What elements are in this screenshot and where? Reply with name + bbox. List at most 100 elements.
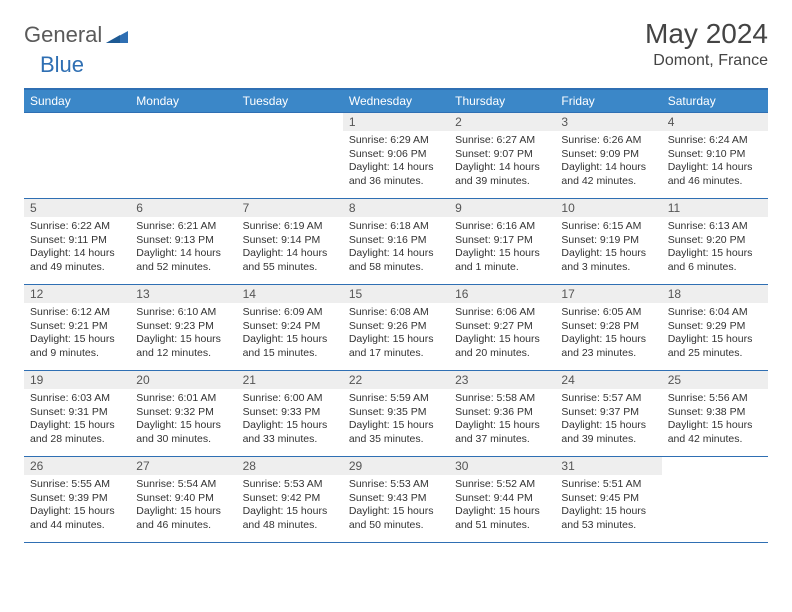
sunrise-text: Sunrise: 5:51 AM [561,478,655,492]
daylight-text: Daylight: 14 hours and 42 minutes. [561,161,655,188]
day-details: Sunrise: 6:13 AMSunset: 9:20 PMDaylight:… [662,217,768,278]
sunrise-text: Sunrise: 6:27 AM [455,134,549,148]
calendar-day-cell: 26Sunrise: 5:55 AMSunset: 9:39 PMDayligh… [24,457,130,543]
weekday-friday: Friday [555,89,661,113]
day-number: 15 [343,285,449,303]
calendar-day-cell: 22Sunrise: 5:59 AMSunset: 9:35 PMDayligh… [343,371,449,457]
sunrise-text: Sunrise: 6:08 AM [349,306,443,320]
calendar-day-cell: 4Sunrise: 6:24 AMSunset: 9:10 PMDaylight… [662,113,768,199]
calendar-day-cell: 5Sunrise: 6:22 AMSunset: 9:11 PMDaylight… [24,199,130,285]
sunset-text: Sunset: 9:06 PM [349,148,443,162]
calendar-week-row: 5Sunrise: 6:22 AMSunset: 9:11 PMDaylight… [24,199,768,285]
weekday-tuesday: Tuesday [237,89,343,113]
calendar-day-cell [130,113,236,199]
calendar-day-cell: 25Sunrise: 5:56 AMSunset: 9:38 PMDayligh… [662,371,768,457]
sunset-text: Sunset: 9:44 PM [455,492,549,506]
daylight-text: Daylight: 14 hours and 49 minutes. [30,247,124,274]
location-label: Domont, France [645,52,768,70]
day-details: Sunrise: 5:55 AMSunset: 9:39 PMDaylight:… [24,475,130,536]
calendar-week-row: 12Sunrise: 6:12 AMSunset: 9:21 PMDayligh… [24,285,768,371]
calendar-day-cell: 10Sunrise: 6:15 AMSunset: 9:19 PMDayligh… [555,199,661,285]
day-number: 6 [130,199,236,217]
day-number: 22 [343,371,449,389]
day-details: Sunrise: 6:27 AMSunset: 9:07 PMDaylight:… [449,131,555,192]
calendar-day-cell: 16Sunrise: 6:06 AMSunset: 9:27 PMDayligh… [449,285,555,371]
day-number: 31 [555,457,661,475]
daylight-text: Daylight: 15 hours and 48 minutes. [243,505,337,532]
weekday-saturday: Saturday [662,89,768,113]
calendar-week-row: 1Sunrise: 6:29 AMSunset: 9:06 PMDaylight… [24,113,768,199]
title-block: May 2024 Domont, France [645,18,768,70]
sunset-text: Sunset: 9:19 PM [561,234,655,248]
sunrise-text: Sunrise: 5:56 AM [668,392,762,406]
day-number: 27 [130,457,236,475]
daylight-text: Daylight: 15 hours and 35 minutes. [349,419,443,446]
daylight-text: Daylight: 14 hours and 39 minutes. [455,161,549,188]
calendar-day-cell: 3Sunrise: 6:26 AMSunset: 9:09 PMDaylight… [555,113,661,199]
sunset-text: Sunset: 9:14 PM [243,234,337,248]
sunset-text: Sunset: 9:35 PM [349,406,443,420]
sunrise-text: Sunrise: 6:18 AM [349,220,443,234]
sunset-text: Sunset: 9:37 PM [561,406,655,420]
sunrise-text: Sunrise: 5:53 AM [349,478,443,492]
calendar-day-cell: 12Sunrise: 6:12 AMSunset: 9:21 PMDayligh… [24,285,130,371]
day-details: Sunrise: 5:58 AMSunset: 9:36 PMDaylight:… [449,389,555,450]
sunrise-text: Sunrise: 5:54 AM [136,478,230,492]
sunset-text: Sunset: 9:17 PM [455,234,549,248]
sunrise-text: Sunrise: 5:55 AM [30,478,124,492]
sunrise-text: Sunrise: 5:58 AM [455,392,549,406]
calendar-day-cell: 21Sunrise: 6:00 AMSunset: 9:33 PMDayligh… [237,371,343,457]
day-details: Sunrise: 6:01 AMSunset: 9:32 PMDaylight:… [130,389,236,450]
weekday-thursday: Thursday [449,89,555,113]
day-number: 5 [24,199,130,217]
sunset-text: Sunset: 9:09 PM [561,148,655,162]
daylight-text: Daylight: 15 hours and 17 minutes. [349,333,443,360]
daylight-text: Daylight: 15 hours and 9 minutes. [30,333,124,360]
sunrise-text: Sunrise: 6:09 AM [243,306,337,320]
daylight-text: Daylight: 15 hours and 25 minutes. [668,333,762,360]
calendar-day-cell: 2Sunrise: 6:27 AMSunset: 9:07 PMDaylight… [449,113,555,199]
day-details: Sunrise: 6:04 AMSunset: 9:29 PMDaylight:… [662,303,768,364]
daylight-text: Daylight: 15 hours and 1 minute. [455,247,549,274]
day-details: Sunrise: 5:54 AMSunset: 9:40 PMDaylight:… [130,475,236,536]
calendar-table: Sunday Monday Tuesday Wednesday Thursday… [24,88,768,543]
sunset-text: Sunset: 9:28 PM [561,320,655,334]
sunrise-text: Sunrise: 6:10 AM [136,306,230,320]
sunset-text: Sunset: 9:20 PM [668,234,762,248]
calendar-body: 1Sunrise: 6:29 AMSunset: 9:06 PMDaylight… [24,113,768,543]
daylight-text: Daylight: 14 hours and 46 minutes. [668,161,762,188]
sunrise-text: Sunrise: 6:29 AM [349,134,443,148]
daylight-text: Daylight: 15 hours and 23 minutes. [561,333,655,360]
day-number: 28 [237,457,343,475]
day-number: 1 [343,113,449,131]
day-number: 21 [237,371,343,389]
calendar-day-cell: 18Sunrise: 6:04 AMSunset: 9:29 PMDayligh… [662,285,768,371]
sunset-text: Sunset: 9:13 PM [136,234,230,248]
day-details: Sunrise: 6:16 AMSunset: 9:17 PMDaylight:… [449,217,555,278]
calendar-week-row: 26Sunrise: 5:55 AMSunset: 9:39 PMDayligh… [24,457,768,543]
day-details: Sunrise: 5:53 AMSunset: 9:42 PMDaylight:… [237,475,343,536]
weekday-wednesday: Wednesday [343,89,449,113]
day-number: 26 [24,457,130,475]
sunrise-text: Sunrise: 6:01 AM [136,392,230,406]
daylight-text: Daylight: 15 hours and 50 minutes. [349,505,443,532]
weekday-sunday: Sunday [24,89,130,113]
daylight-text: Daylight: 15 hours and 39 minutes. [561,419,655,446]
brand-logo: General [24,22,130,48]
sunset-text: Sunset: 9:42 PM [243,492,337,506]
day-details: Sunrise: 6:29 AMSunset: 9:06 PMDaylight:… [343,131,449,192]
sunrise-text: Sunrise: 6:15 AM [561,220,655,234]
day-number: 23 [449,371,555,389]
calendar-day-cell: 29Sunrise: 5:53 AMSunset: 9:43 PMDayligh… [343,457,449,543]
day-details: Sunrise: 6:22 AMSunset: 9:11 PMDaylight:… [24,217,130,278]
daylight-text: Daylight: 15 hours and 44 minutes. [30,505,124,532]
day-number: 14 [237,285,343,303]
sunset-text: Sunset: 9:39 PM [30,492,124,506]
weekday-monday: Monday [130,89,236,113]
sunset-text: Sunset: 9:40 PM [136,492,230,506]
sunrise-text: Sunrise: 5:57 AM [561,392,655,406]
sunset-text: Sunset: 9:45 PM [561,492,655,506]
daylight-text: Daylight: 15 hours and 53 minutes. [561,505,655,532]
day-details: Sunrise: 6:12 AMSunset: 9:21 PMDaylight:… [24,303,130,364]
calendar-day-cell: 7Sunrise: 6:19 AMSunset: 9:14 PMDaylight… [237,199,343,285]
